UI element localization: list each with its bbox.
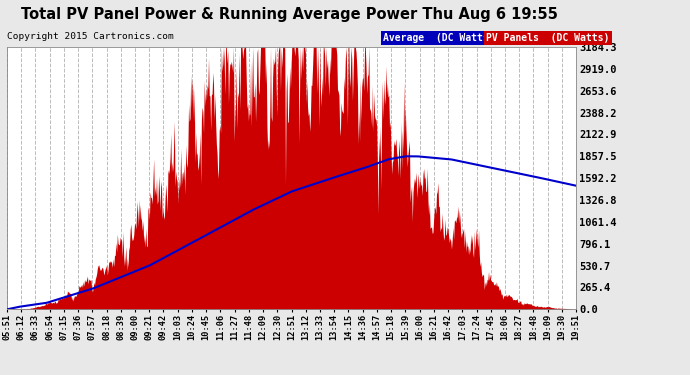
Text: Copyright 2015 Cartronics.com: Copyright 2015 Cartronics.com [7, 32, 174, 41]
Text: Total PV Panel Power & Running Average Power Thu Aug 6 19:55: Total PV Panel Power & Running Average P… [21, 8, 558, 22]
Text: Average  (DC Watts): Average (DC Watts) [383, 33, 495, 43]
Text: PV Panels  (DC Watts): PV Panels (DC Watts) [486, 33, 610, 43]
